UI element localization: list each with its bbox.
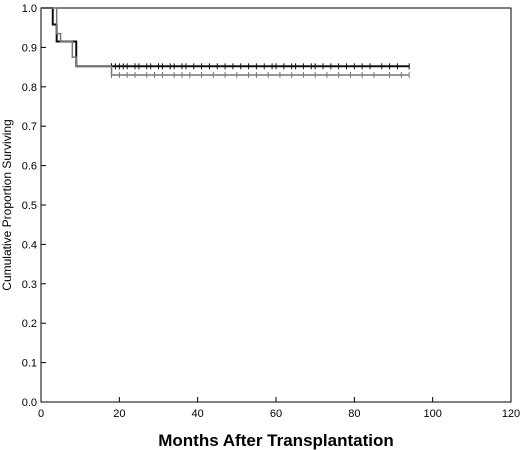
y-tick-label: 0.9 <box>22 42 37 54</box>
y-axis-title: Cumulative Proportion Surviving <box>0 119 14 290</box>
survival-step-line <box>41 7 410 68</box>
y-tick-label: 0.3 <box>22 279 37 291</box>
y-tick-label: 1.0 <box>22 3 37 15</box>
y-tick-label: 0.6 <box>22 161 37 173</box>
y-tick-label: 0.1 <box>22 358 37 370</box>
x-axis-title: Months After Transplantation <box>158 431 394 450</box>
x-tick-label: 120 <box>502 408 520 420</box>
y-tick-label: 0.5 <box>22 200 37 212</box>
x-tick-label: 60 <box>270 408 282 420</box>
y-tick-label: 0.0 <box>22 397 37 409</box>
x-tick-label: 100 <box>423 408 441 420</box>
y-tick-label: 0.8 <box>22 82 37 94</box>
y-tick-label: 0.7 <box>22 121 37 133</box>
survival-step-line <box>41 7 410 76</box>
x-tick-label: 80 <box>348 408 360 420</box>
survival-series-1 <box>41 7 410 70</box>
survival-series-2 <box>41 7 410 78</box>
x-axis: 0 20 40 60 80 100 120 <box>38 397 520 420</box>
y-tick-label: 0.4 <box>22 239 37 251</box>
x-tick-label: 40 <box>192 408 204 420</box>
y-axis: 0.0 0.1 0.2 0.3 0.4 0.5 0.6 0.7 0.8 0.9 1.0 <box>22 3 46 409</box>
x-tick-label: 0 <box>38 408 44 420</box>
x-tick-label: 20 <box>113 408 125 420</box>
y-tick-label: 0.2 <box>22 318 37 330</box>
series-layer <box>41 7 410 78</box>
